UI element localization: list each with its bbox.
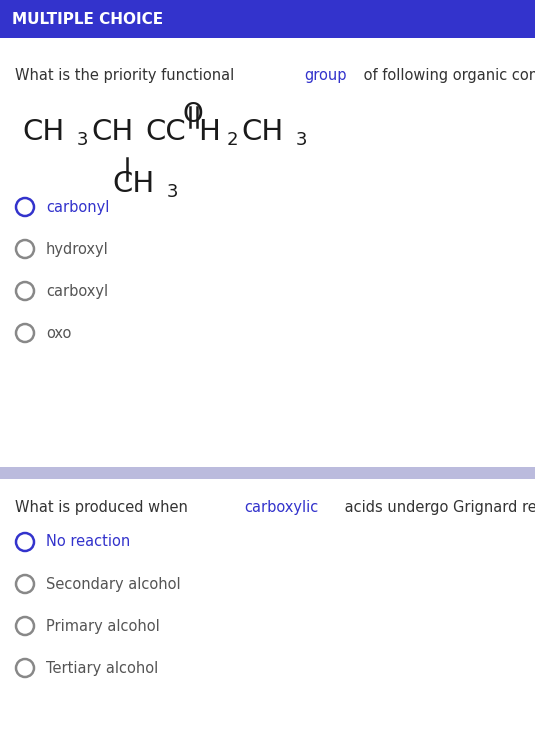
Text: 3: 3 <box>296 131 308 149</box>
Text: What is the priority functional: What is the priority functional <box>15 68 239 83</box>
Text: CH: CH <box>91 118 134 146</box>
Text: 3: 3 <box>167 183 179 201</box>
Text: 2: 2 <box>227 131 238 149</box>
Text: Primary alcohol: Primary alcohol <box>46 618 160 634</box>
Text: CH: CH <box>22 118 64 146</box>
Text: Secondary alcohol: Secondary alcohol <box>46 576 181 592</box>
Text: H: H <box>198 118 220 146</box>
Text: CH: CH <box>241 118 284 146</box>
Text: oxo: oxo <box>46 326 71 340</box>
Text: CH: CH <box>112 170 155 198</box>
FancyBboxPatch shape <box>0 0 535 38</box>
Text: carboxyl: carboxyl <box>46 284 108 298</box>
Text: Tertiary alcohol: Tertiary alcohol <box>46 660 158 676</box>
Text: of following organic compound?: of following organic compound? <box>358 68 535 83</box>
Text: acids undergo Grignard reaction?: acids undergo Grignard reaction? <box>340 500 535 515</box>
Text: carboxylic: carboxylic <box>244 500 318 515</box>
Text: O: O <box>182 102 203 128</box>
Text: CC: CC <box>146 118 187 146</box>
Text: 3: 3 <box>77 131 88 149</box>
Text: MULTIPLE CHOICE: MULTIPLE CHOICE <box>12 12 163 27</box>
FancyBboxPatch shape <box>0 467 535 479</box>
Text: hydroxyl: hydroxyl <box>46 242 109 256</box>
Text: carbonyl: carbonyl <box>46 200 109 214</box>
Text: group: group <box>304 68 346 83</box>
Text: What is produced when: What is produced when <box>15 500 193 515</box>
Text: No reaction: No reaction <box>46 534 130 550</box>
